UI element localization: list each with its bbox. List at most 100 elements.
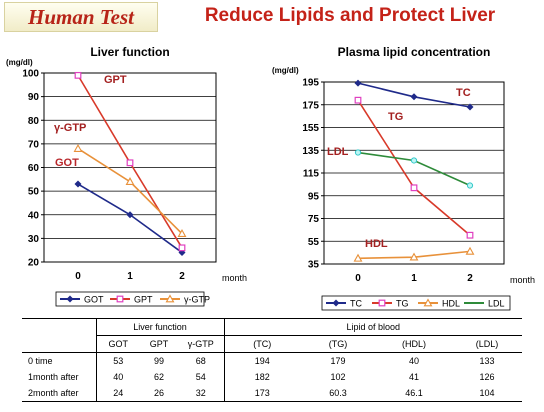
data-point-GPT [126, 159, 134, 167]
table-cell: 173 [223, 385, 301, 402]
data-point-LDL [410, 157, 418, 164]
y-tick-label: 20 [28, 258, 40, 269]
data-point-HDL [409, 252, 419, 261]
table-col-header: GOT [95, 335, 140, 353]
table-col-header: γ-GTP [178, 335, 225, 353]
page-title: Reduce Lipids and Protect Liver [204, 5, 496, 26]
data-point-LDL [354, 149, 362, 156]
x-tick-label: 2 [467, 273, 473, 284]
table-cell: 104 [452, 385, 523, 402]
x-axis-label: month [222, 273, 247, 283]
x-tick-label: 1 [411, 273, 417, 284]
table-cell: 102 [330, 372, 346, 382]
table-cell: 179 [330, 356, 346, 366]
y-tick-label: 35 [308, 260, 320, 271]
table-corner-sub [22, 335, 96, 353]
legend-label: TG [396, 299, 409, 309]
table-cell: 194 [223, 352, 301, 369]
y-tick-label: 60 [28, 163, 40, 174]
table-cell: 182 [223, 369, 301, 385]
data-point-TC [354, 79, 362, 87]
y-tick-label: 155 [302, 123, 319, 134]
legend-label: HDL [442, 299, 460, 309]
legend-box [321, 295, 511, 311]
legend-symbol-γ-GTP-marker [165, 294, 175, 303]
table-cell: 32 [178, 385, 225, 402]
y-axis-label: (mg/dl) [272, 66, 299, 75]
data-point-γ-GTP [125, 177, 135, 186]
table-col-header: (TG) [300, 335, 377, 353]
table-cell: 41 [409, 372, 420, 382]
y-tick-label: 40 [28, 210, 40, 221]
legend-symbol-GPT-marker [116, 295, 124, 303]
y-tick-label: 175 [302, 100, 319, 111]
table-cell: 126 [479, 372, 495, 382]
y-tick-label: 55 [308, 237, 320, 248]
y-tick-label: 80 [28, 116, 40, 127]
table-row-label: 2month after [22, 385, 96, 402]
chart-title: Plasma lipid concentration [338, 45, 491, 59]
table-cell: 133 [479, 356, 495, 366]
x-axis-label: month [510, 275, 535, 285]
y-tick-label: 115 [303, 169, 320, 180]
y-tick-label: 30 [28, 234, 40, 245]
table-col-header: (LDL) [452, 335, 523, 353]
table-cell: 99 [153, 356, 164, 366]
y-tick-label: 195 [302, 78, 319, 89]
series-annotation: γ-GTP [54, 122, 86, 134]
table-col-header: GPT [140, 335, 178, 353]
plasma-lipid-chart: Plasma lipid concentration (mg/dl) 35 55 75 9… [272, 45, 535, 311]
data-point-TC [466, 103, 474, 111]
data-point-TC [410, 93, 418, 101]
y-tick-label: 70 [28, 139, 40, 150]
chart-title: Liver function [90, 45, 169, 59]
y-axis-label: (mg/dl) [6, 58, 33, 67]
series-annotation: HDL [365, 238, 388, 250]
data-point-GPT [74, 71, 82, 79]
data-table: Liver function Lipid of blood GOT GPT γ-… [22, 318, 523, 402]
table-cell: 24 [95, 385, 140, 402]
y-tick-label: 75 [308, 214, 320, 225]
legend-label: LDL [488, 299, 505, 309]
table-row-label: 0 time [28, 356, 53, 366]
legend-label: GOT [84, 295, 104, 305]
legend-symbol-TG-marker [378, 299, 386, 307]
table-row-label: 1month after [28, 372, 79, 382]
table-row: 0 time 53 99 68 194 179 40 133 [22, 352, 522, 369]
data-point-HDL [465, 246, 475, 255]
table-cell: 68 [195, 356, 206, 366]
series-annotation: GOT [55, 157, 79, 169]
legend-symbol-HDL-marker [423, 298, 433, 307]
x-tick-label: 0 [355, 273, 361, 284]
data-point-GPT [178, 244, 186, 252]
series-annotation: LDL [327, 146, 349, 158]
data-point-HDL [353, 253, 363, 262]
brand-logo: Human Test [4, 2, 158, 32]
series-annotation: TC [456, 87, 471, 99]
y-tick-label: 135 [302, 146, 319, 157]
data-point-GOT [126, 211, 134, 219]
data-point-TG [354, 96, 362, 104]
data-point-TG [410, 184, 418, 192]
table-row: 2month after 24 26 32 173 60.3 46.1 104 [22, 385, 523, 402]
data-point-γ-GTP [177, 229, 187, 237]
y-tick-label: 50 [28, 187, 40, 198]
legend-label: TC [350, 299, 362, 309]
table-cell: 26 [140, 385, 178, 402]
data-point-LDL [466, 182, 474, 189]
legend-symbol-TC-marker [332, 299, 340, 307]
legend-label: GPT [134, 295, 153, 305]
y-tick-label: 95 [308, 191, 320, 202]
series-annotation: GPT [104, 74, 127, 86]
data-point-TG [466, 231, 474, 239]
legend-label: γ-GTP [184, 295, 210, 305]
table-group-blood: Lipid of blood [223, 318, 523, 336]
table-cell: 53 [95, 352, 140, 369]
y-tick-label: 90 [28, 92, 40, 103]
y-tick-label: 100 [22, 69, 39, 80]
table-cell: 62 [153, 372, 164, 382]
table-cell: 60.3 [300, 385, 377, 402]
x-tick-label: 2 [179, 271, 185, 282]
series-annotation: TG [388, 111, 403, 123]
table-corner [22, 318, 96, 336]
